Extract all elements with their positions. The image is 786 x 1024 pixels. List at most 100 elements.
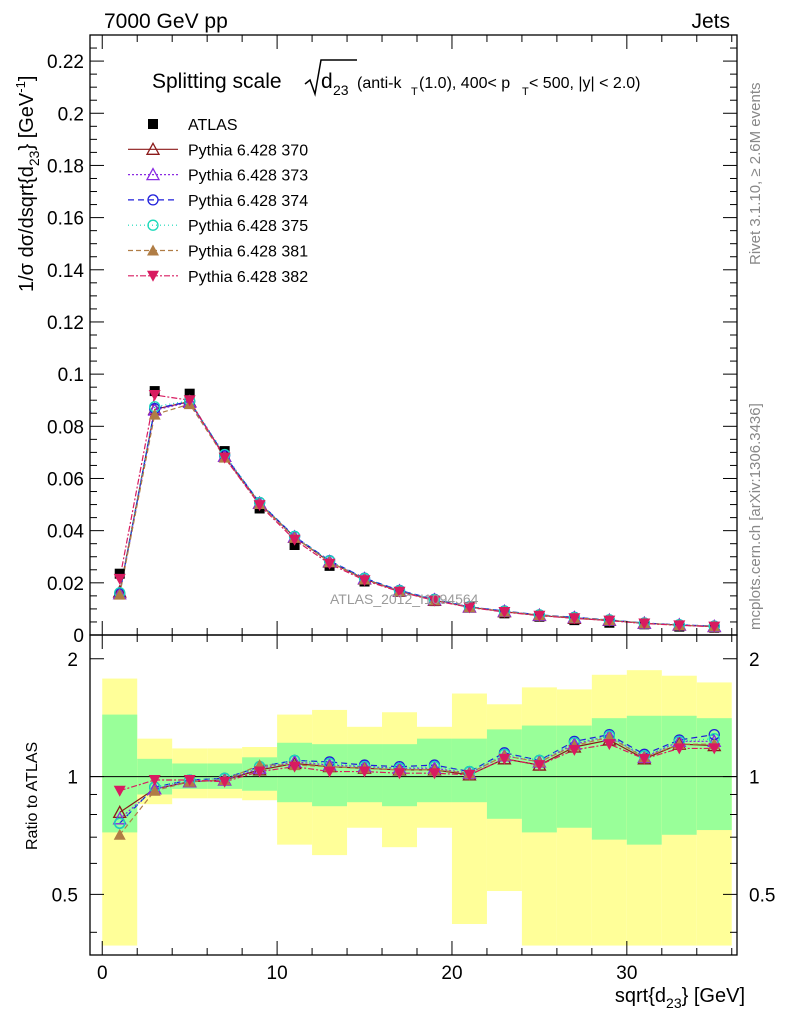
main-point-s382	[183, 395, 196, 407]
legend-marker-s374	[147, 194, 159, 206]
legend-label-s370: Pythia 6.428 370	[188, 142, 308, 159]
header-left: 7000 GeV pp	[104, 10, 228, 33]
title-rest-T2: T	[522, 86, 529, 98]
title-rest-3: < 500, |y| < 2.0)	[529, 75, 641, 92]
ratio-point-s381	[113, 828, 126, 840]
main-y-tick-label: 0.06	[47, 469, 84, 490]
axis-tick-labels: 0 0.02 0.04 0.06 0.08 0.1 0.12 0.14 0.16 0.18 0.2 0…	[47, 52, 775, 984]
main-point-s382	[498, 607, 511, 619]
main-y-axis-label: 1/σ dσ/dsqrt{d23} [GeV-1]	[13, 76, 42, 292]
legend-marker-atlas	[148, 119, 158, 129]
ratio-point-s382	[218, 776, 231, 788]
ratio-point-s382	[358, 766, 371, 778]
ratio-point-s382	[288, 761, 301, 773]
ratio-line-s374	[119, 733, 715, 824]
ratio-point-s382	[638, 753, 651, 765]
main-y-tick-label: 0.12	[47, 313, 84, 334]
main-y-tick-label: 0.22	[47, 52, 84, 73]
main-y-tick-label: 0.08	[47, 417, 84, 438]
main-ylabel-end: ]	[16, 76, 38, 82]
ratio-line-s382	[119, 743, 715, 792]
legend-label-s382: Pythia 6.428 382	[188, 269, 308, 286]
band-outer-bin	[451, 693, 487, 925]
ratio-point-s382	[323, 766, 336, 778]
ratio-y-tick-label-right: 0.5	[749, 885, 775, 906]
title-rest-T: T	[411, 86, 418, 98]
title-rest-2: (1.0), 400< p	[419, 75, 510, 92]
band-inner-bin	[661, 715, 697, 835]
ratio-point-s382	[428, 768, 441, 780]
ratio-point-s382	[148, 774, 161, 786]
main-point-s382	[253, 500, 266, 512]
ratio-point-s382	[498, 753, 511, 765]
ratio-point-s382	[568, 744, 581, 756]
main-point-s381	[148, 408, 161, 420]
title-symbol-sub: 23	[333, 82, 349, 98]
main-point-s382	[358, 575, 371, 587]
ratio-point-s382	[603, 739, 616, 751]
xlabel-post: } [GeV]	[682, 985, 745, 1007]
analysis-watermark: ATLAS_2012_I1094564	[330, 591, 479, 607]
main-series-markers	[112, 386, 722, 633]
legend-marker-s373	[145, 167, 161, 181]
ratio-point-s382	[708, 743, 721, 755]
main-point-s382	[393, 586, 406, 598]
main-y-tick-label: 0.14	[47, 261, 84, 282]
main-point-s382	[323, 558, 336, 570]
title-rest-1: (anti-k	[357, 75, 402, 92]
legend-label-s374: Pythia 6.428 374	[188, 193, 308, 210]
main-point-s382	[463, 602, 476, 614]
ratio-y-tick-label-left: 1	[67, 768, 78, 789]
band-inner-bin	[521, 725, 557, 833]
main-point-s382	[428, 595, 441, 607]
main-point-s382	[568, 613, 581, 625]
main-y-tick-label: 0.16	[47, 209, 84, 230]
legend-marker-s370	[145, 141, 161, 155]
main-point-s382	[218, 452, 231, 464]
main-line-s382	[119, 394, 715, 628]
main-y-tick-label: 0	[73, 626, 84, 647]
legend-label-atlas: ATLAS	[188, 117, 238, 134]
legend-marker-s382	[147, 270, 159, 282]
main-y-tick-label: 0.2	[58, 104, 84, 125]
main-ylabel-post: } [GeV	[16, 92, 38, 150]
plot-title: Splitting scale d 23 (anti-k T (1.0), 40…	[152, 59, 641, 98]
main-y-tick-label: 0.1	[58, 365, 84, 386]
legend-label-s373: Pythia 6.428 373	[188, 168, 308, 185]
main-y-tick-label: 0.18	[47, 156, 84, 177]
ratio-point-s382	[463, 769, 476, 781]
ratio-y-tick-label-left: 0.5	[52, 885, 78, 906]
ratio-y-tick-label-right: 2	[749, 650, 760, 671]
ratio-series-markers	[112, 728, 722, 840]
legend-label-s381: Pythia 6.428 381	[188, 244, 308, 261]
main-ylabel-sub: 23	[26, 150, 42, 166]
legend-label-s375: Pythia 6.428 375	[188, 218, 308, 235]
ratio-plot-frame	[89, 634, 738, 956]
axis-ticks	[90, 34, 737, 955]
legend-marker-s381	[147, 244, 159, 256]
legend-marker-s375	[147, 219, 159, 231]
main-y-tick-label: 0.04	[47, 522, 84, 543]
ratio-point-s373	[112, 811, 127, 825]
main-point-s382	[638, 618, 651, 630]
header-right: Jets	[691, 10, 730, 33]
main-ylabel-pre: 1/σ dσ/dsqrt{d	[16, 166, 38, 292]
main-ylabel-sup: -1	[13, 81, 28, 93]
band-inner-bin	[626, 715, 662, 845]
ratio-point-s375	[114, 817, 126, 829]
main-point-s382	[603, 615, 616, 627]
main-y-tick-label: 0.02	[47, 574, 84, 595]
main-point-s382	[288, 534, 301, 546]
main-point-atlas	[184, 388, 195, 399]
ratio-point-s382	[673, 743, 686, 755]
x-tick-label: 10	[267, 963, 288, 984]
xlabel-pre: sqrt{d	[615, 985, 666, 1007]
main-point-s381	[113, 588, 126, 600]
ratio-point-s381	[148, 784, 161, 796]
ratio-point-s382	[113, 785, 126, 797]
x-tick-label: 30	[616, 963, 637, 984]
rivet-label: Rivet 3.1.10, ≥ 2.6M events	[747, 83, 764, 266]
ratio-y-tick-label-right: 1	[749, 768, 760, 789]
x-axis-label: sqrt{d23} [GeV]	[615, 985, 745, 1011]
ratio-y-axis-label: Ratio to ATLAS	[24, 742, 41, 850]
